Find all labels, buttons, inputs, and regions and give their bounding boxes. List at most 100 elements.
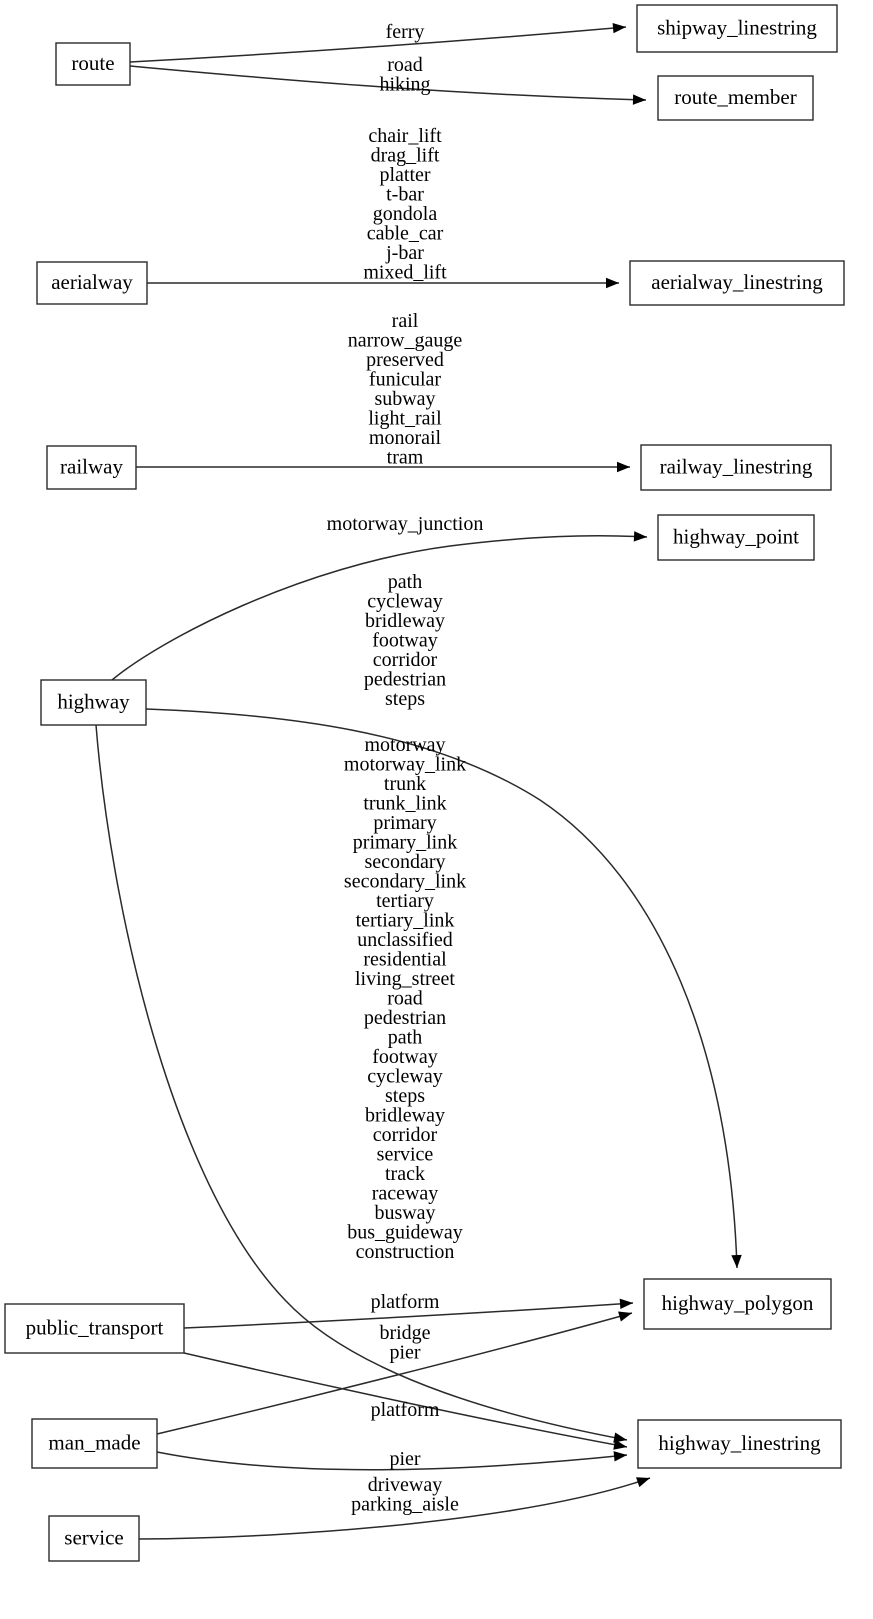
edge-label-line: subway [374,388,435,410]
node-label: public_transport [26,1315,164,1339]
edge-route-shipway [129,22,627,63]
node-public_transport[interactable]: public_transport [4,1303,185,1354]
edges-layer [95,22,742,1540]
edge-label-line: platform [371,1291,440,1313]
edge-label-line: footway [372,1046,438,1068]
edge-label-line: tertiary [376,890,434,912]
node-box[interactable] [40,679,147,726]
edge-line [156,1451,628,1471]
node-box[interactable] [31,1418,158,1469]
arrowhead-icon [613,1451,627,1462]
node-highway[interactable]: highway [40,679,147,726]
edge-label-line: bus_guideway [347,1222,463,1244]
edge-mm-linestring [156,1451,628,1471]
node-label: highway_point [673,524,799,548]
edge-label-line: parking_aisle [351,1494,459,1516]
node-box[interactable] [55,42,131,86]
edge-label-line: bridleway [365,610,445,632]
node-service[interactable]: service [48,1515,140,1562]
edge-label-line: drag_lift [371,145,440,167]
edge-label-line: road [387,988,423,1010]
edge-label-line: bridge [379,1322,430,1344]
edge-label-line: monorail [369,427,442,449]
edge-label-line: primary_link [353,832,457,854]
edge-aerialway-linestring [147,277,619,289]
node-box[interactable] [657,75,814,121]
edge-label-line: motorway_link [344,754,466,776]
edge-label-line: trunk_link [363,793,446,815]
edge-label-line: hiking [379,74,430,96]
node-box[interactable] [629,260,845,306]
arrowhead-icon [731,1254,742,1268]
node-label: railway [60,454,123,478]
node-box[interactable] [36,261,148,305]
node-box[interactable] [4,1303,185,1354]
arrowhead-icon [612,22,626,34]
arrowhead-icon [613,1432,627,1443]
edge-label-line: preserved [366,349,444,371]
node-label: service [64,1525,123,1549]
node-box[interactable] [48,1515,140,1562]
node-aerialway_linestring[interactable]: aerialway_linestring [629,260,845,306]
edge-highway-polygon [145,708,742,1269]
node-highway_polygon[interactable]: highway_polygon [643,1278,832,1330]
edge-pt-linestring [183,1352,628,1450]
node-box[interactable] [657,514,815,561]
edge-label-line: secondary [364,851,445,873]
edge-label-line: rail [392,310,419,332]
edge-line [183,1352,628,1448]
edge-label-line: pedestrian [364,669,446,691]
edge-label-line: service [377,1144,434,1166]
node-highway_point[interactable]: highway_point [657,514,815,561]
edge-label-line: steps [385,688,425,710]
edge-label-line: steps [385,1085,425,1107]
edge-label-line: motorway [364,734,445,756]
node-box[interactable] [643,1278,832,1330]
edge-line [138,1477,651,1540]
edge-mm-polygon [156,1311,633,1435]
edge-label-line: track [385,1163,425,1185]
node-railway[interactable]: railway [46,445,137,490]
edge-line [129,65,647,101]
edge-label-line: corridor [373,1124,438,1146]
edge-label-line: primary [373,812,436,834]
edge-label-line: j-bar [385,242,424,264]
node-box[interactable] [640,444,832,491]
edge-label-line: gondola [373,203,438,225]
edge-line [129,26,627,63]
edge-label-railway-linestring: rail narrow_gauge preserved funicular subway… [348,310,463,469]
edge-label-line: tertiary_link [356,910,455,932]
node-highway_linestring[interactable]: highway_linestring [637,1419,842,1469]
edge-label-line: narrow_gauge [348,330,463,352]
node-railway_linestring[interactable]: railway_linestring [640,444,832,491]
edge-label-route-shipway: ferry [386,21,425,43]
edge-service-linestring [138,1477,651,1540]
edge-line [183,1302,634,1329]
edge-highway-linestring [95,724,628,1443]
node-box[interactable] [46,445,137,490]
edge-label-line: pedestrian [364,1007,446,1029]
edge-label-line: trunk [384,773,426,795]
edge-label-line: path [388,571,422,593]
node-route_member[interactable]: route_member [657,75,814,121]
node-label: route [71,51,114,75]
edge-label-highway-point: motorway_junction [327,513,484,535]
edge-route-member [129,65,647,105]
node-box[interactable] [637,1419,842,1469]
edge-label-service-linestring: driveway parking_aisle [351,1474,459,1516]
node-man_made[interactable]: man_made [31,1418,158,1469]
edge-railway-linestring [136,461,630,473]
edge-label-line: driveway [368,1474,442,1496]
arrowhead-icon [618,1311,632,1322]
edge-label-mm-linestring: pier [389,1448,420,1470]
edge-label-line: cycleway [367,591,443,613]
edge-label-line: cycleway [367,1066,443,1088]
node-shipway_linestring[interactable]: shipway_linestring [636,4,838,53]
edge-label-line: unclassified [357,929,453,951]
nodes-layer: route shipway_linestring route_memberaeria… [4,4,845,1562]
node-aerialway[interactable]: aerialway [36,261,148,305]
node-box[interactable] [636,4,838,53]
node-route[interactable]: route [55,42,131,86]
edge-line [111,534,648,681]
